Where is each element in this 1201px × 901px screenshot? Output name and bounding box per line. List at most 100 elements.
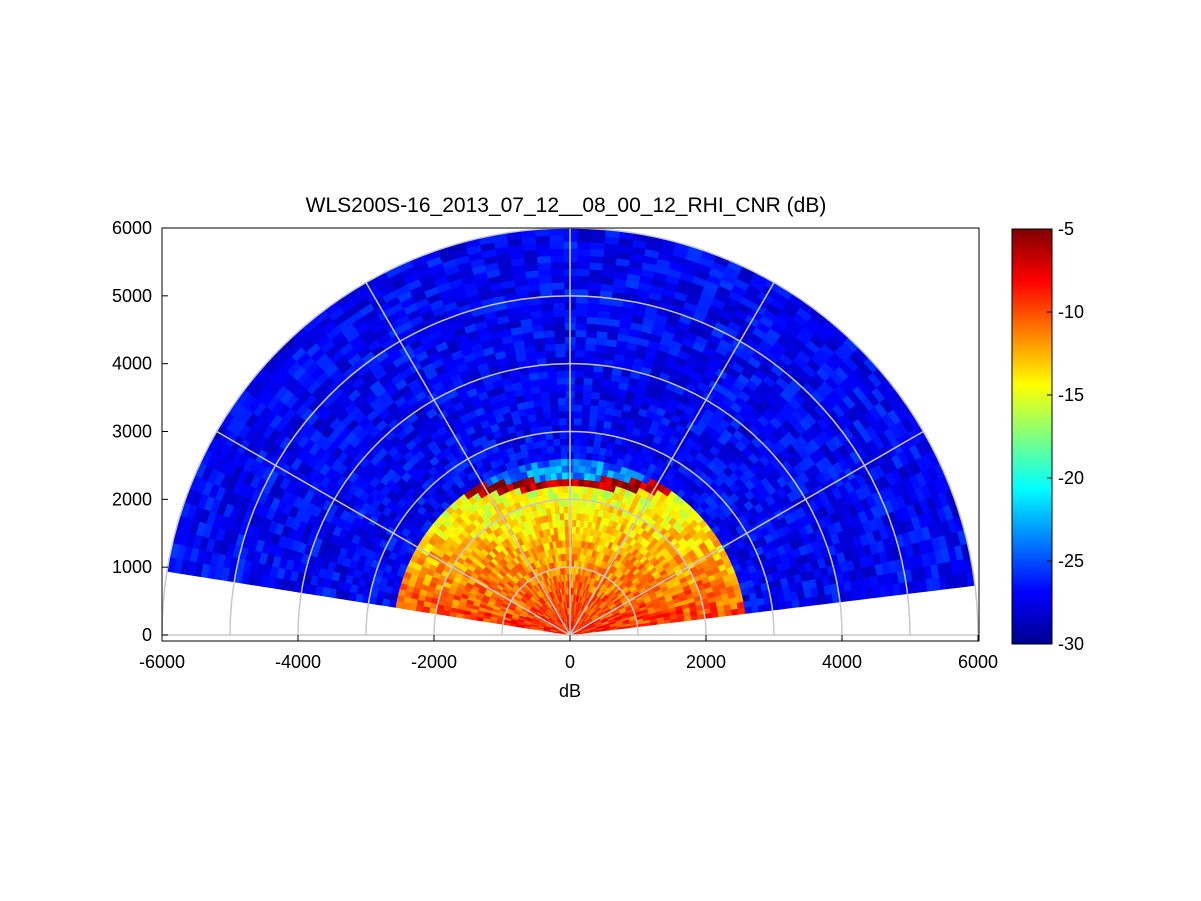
- cnr-cell: [550, 417, 560, 426]
- cnr-cell: [588, 275, 602, 284]
- cnr-cell: [421, 606, 431, 614]
- cnr-cell: [546, 370, 557, 379]
- cnr-cell: [560, 458, 568, 466]
- cnr-cell: [572, 471, 579, 480]
- cnr-cell: [538, 275, 552, 284]
- cnr-cell: [541, 309, 554, 318]
- cnr-cell: [561, 485, 568, 494]
- cnr-cell: [561, 478, 568, 487]
- cnr-cell: [554, 343, 566, 351]
- cnr-cell: [538, 439, 548, 448]
- cnr-cell: [535, 241, 551, 251]
- cnr-cell: [591, 452, 600, 462]
- cnr-cell: [535, 248, 551, 257]
- cnr-cell: [542, 411, 552, 420]
- cnr-cell: [576, 241, 591, 250]
- cnr-cell: [562, 499, 569, 507]
- colorbar-tick-label: -25: [1058, 551, 1084, 571]
- cnr-cell: [575, 268, 590, 277]
- cnr-cell: [571, 539, 576, 548]
- cnr-cell: [575, 281, 589, 290]
- x-tick-label: -4000: [275, 652, 321, 672]
- cnr-cell: [553, 444, 561, 453]
- cnr-cell: [538, 282, 553, 291]
- cnr-cell: [584, 458, 592, 468]
- cnr-cell: [541, 316, 554, 325]
- cnr-cell: [556, 478, 563, 487]
- cnr-cell: [576, 261, 590, 270]
- cnr-cell: [572, 478, 579, 487]
- cnr-cell: [582, 390, 592, 399]
- cnr-cell: [551, 295, 565, 304]
- cnr-cell: [542, 329, 555, 339]
- cnr-cell: [544, 343, 556, 352]
- cnr-cell: [577, 472, 585, 480]
- cnr-cell: [552, 309, 565, 317]
- y-tick-label: 5000: [112, 286, 152, 306]
- cnr-cell: [551, 281, 565, 290]
- cnr-cell: [542, 323, 555, 332]
- cnr-cell: [555, 370, 566, 378]
- cnr-cell: [575, 315, 588, 324]
- cnr-cell: [589, 255, 604, 264]
- cnr-cell: [552, 315, 565, 324]
- cnr-cell: [574, 533, 580, 541]
- cnr-cell: [585, 445, 594, 454]
- cnr-cell: [574, 343, 586, 351]
- cnr-cell: [588, 418, 597, 427]
- cnr-cell: [572, 485, 579, 494]
- cnr-cell: [571, 512, 577, 521]
- cnr-cell: [559, 444, 568, 453]
- x-tick-label: -6000: [139, 652, 185, 672]
- cnr-cell: [585, 452, 593, 461]
- cnr-cell: [595, 419, 605, 428]
- cnr-cell: [575, 512, 582, 521]
- cnr-cell: [554, 349, 566, 358]
- cnr-cell: [543, 418, 552, 427]
- cnr-cell: [592, 371, 603, 380]
- cnr-cell: [572, 492, 578, 500]
- cnr-cell: [590, 391, 601, 400]
- cnr-cell: [585, 323, 598, 332]
- cnr-cell: [561, 471, 568, 480]
- cnr-cell: [558, 431, 567, 439]
- cnr-cell: [572, 444, 581, 453]
- cnr-cell: [571, 526, 577, 534]
- cnr-cell: [556, 485, 563, 494]
- cnr-cell: [589, 241, 605, 251]
- cnr-cell: [557, 397, 567, 406]
- cnr-cell: [574, 329, 587, 338]
- colorbar: [1011, 228, 1053, 645]
- cnr-cell: [548, 458, 556, 468]
- cnr-cell: [550, 261, 564, 270]
- cnr-cell: [558, 417, 567, 426]
- cnr-cell: [395, 600, 404, 609]
- cnr-cell: [541, 404, 551, 414]
- cnr-cell: [548, 465, 557, 474]
- y-tick-label: 0: [142, 625, 152, 645]
- cnr-cell: [583, 465, 592, 474]
- cnr-cell: [415, 604, 424, 613]
- cnr-cell: [408, 603, 417, 611]
- cnr-cell: [578, 465, 586, 474]
- cnr-cell: [587, 282, 602, 291]
- cnr-cell: [590, 234, 606, 244]
- cnr-cell: [550, 275, 565, 284]
- cnr-cell: [562, 492, 568, 500]
- cnr-cell: [590, 459, 599, 468]
- cnr-cell: [573, 404, 583, 412]
- cnr-cell: [573, 397, 583, 406]
- cnr-cell: [559, 437, 568, 446]
- cnr-cell: [571, 532, 576, 541]
- x-tick-label: -2000: [411, 652, 457, 672]
- x-tick-label: 0: [565, 652, 575, 672]
- cnr-cell: [588, 411, 598, 420]
- cnr-cell: [573, 410, 583, 419]
- cnr-cell: [574, 363, 585, 372]
- cnr-cell: [574, 336, 587, 345]
- cnr-cell: [552, 438, 561, 447]
- cnr-cell: [548, 390, 558, 399]
- cnr-cell: [589, 398, 600, 407]
- cnr-cell: [534, 350, 547, 360]
- cnr-cell: [539, 391, 550, 400]
